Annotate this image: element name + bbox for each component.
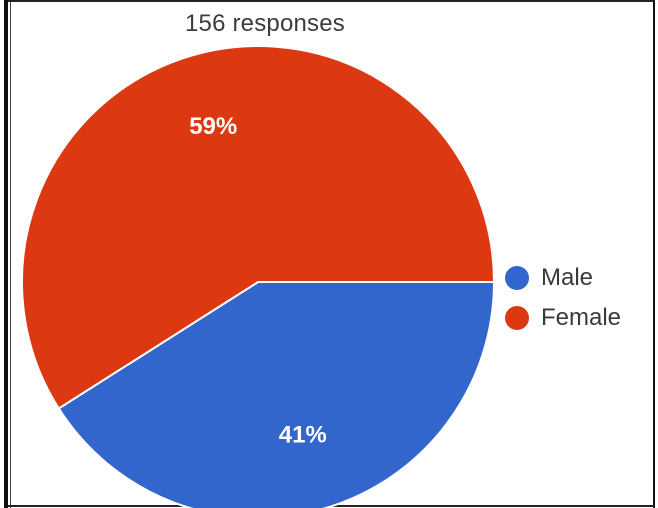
slice-label-male: 41% <box>279 421 327 448</box>
pie-slices <box>21 45 496 508</box>
response-count: 156 responses <box>184 10 346 37</box>
frame-border-left <box>4 0 8 508</box>
legend: Male Female <box>505 258 621 338</box>
frame-border-right <box>653 0 655 508</box>
slice-label-female: 59% <box>189 113 237 140</box>
frame-border-left-inner <box>10 0 11 508</box>
legend-item-male[interactable]: Male <box>505 258 621 298</box>
legend-label-male: Male <box>541 264 594 291</box>
legend-label-female: Female <box>541 304 622 331</box>
pie-slice-female[interactable] <box>21 45 496 410</box>
legend-item-female[interactable]: Female <box>505 298 621 338</box>
frame-border-top <box>8 0 655 2</box>
pie-slice-labels: 41% 59% <box>189 113 327 448</box>
legend-swatch-male <box>505 266 529 290</box>
pie-slice-male[interactable] <box>57 281 496 508</box>
legend-swatch-female <box>505 306 529 330</box>
